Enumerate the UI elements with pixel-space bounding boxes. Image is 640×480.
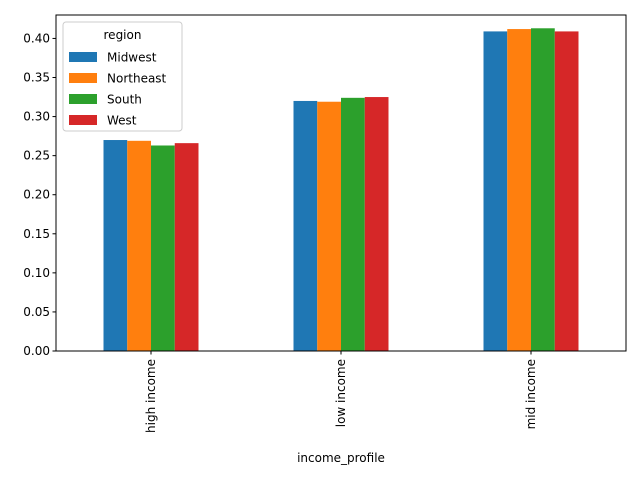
- x-tick-label-low-income: low income: [334, 359, 348, 427]
- bar-west-low-income: [364, 97, 389, 351]
- legend-entry-south: South: [107, 93, 142, 107]
- y-tick-label: 0.30: [23, 110, 50, 124]
- legend: region Midwest Northeast South West: [62, 21, 183, 132]
- bar-midwest-low-income: [293, 100, 318, 351]
- bar-west-high-income: [174, 143, 199, 351]
- bar-northeast-low-income: [317, 101, 341, 351]
- y-tick-label: 0.10: [23, 266, 50, 280]
- y-axis: 0.00 0.05 0.10 0.15 0.20 0.25 0.30 0.35 0.40: [23, 31, 56, 358]
- bar-south-mid-income: [531, 28, 555, 351]
- y-tick-label: 0.00: [23, 344, 50, 358]
- y-tick-label: 0.35: [23, 71, 50, 85]
- y-tick-label: 0.20: [23, 188, 50, 202]
- x-axis-label: income_profile: [297, 451, 385, 465]
- x-tick-label-mid-income: mid income: [524, 359, 538, 429]
- legend-swatch-midwest: [69, 52, 97, 62]
- y-tick-label: 0.40: [23, 31, 50, 45]
- legend-entry-northeast: Northeast: [107, 72, 167, 86]
- legend-entry-west: West: [107, 114, 137, 128]
- bar-midwest-mid-income: [483, 31, 508, 351]
- bar-south-high-income: [151, 145, 175, 351]
- legend-swatch-south: [69, 94, 97, 104]
- legend-entry-midwest: Midwest: [107, 51, 157, 65]
- legend-swatch-west: [69, 115, 97, 125]
- bar-south-low-income: [341, 97, 365, 351]
- y-tick-label: 0.15: [23, 227, 50, 241]
- legend-title: region: [104, 28, 142, 42]
- bar-northeast-high-income: [127, 140, 151, 351]
- bar-west-mid-income: [554, 31, 579, 351]
- bar-northeast-mid-income: [507, 29, 531, 351]
- x-tick-label-high-income: high income: [144, 359, 158, 433]
- y-tick-label: 0.25: [23, 149, 50, 163]
- x-axis: high income low income mid income: [144, 351, 538, 433]
- bar-midwest-high-income: [103, 140, 128, 351]
- legend-swatch-northeast: [69, 73, 97, 83]
- y-tick-label: 0.05: [23, 305, 50, 319]
- bars-layer: [103, 28, 579, 351]
